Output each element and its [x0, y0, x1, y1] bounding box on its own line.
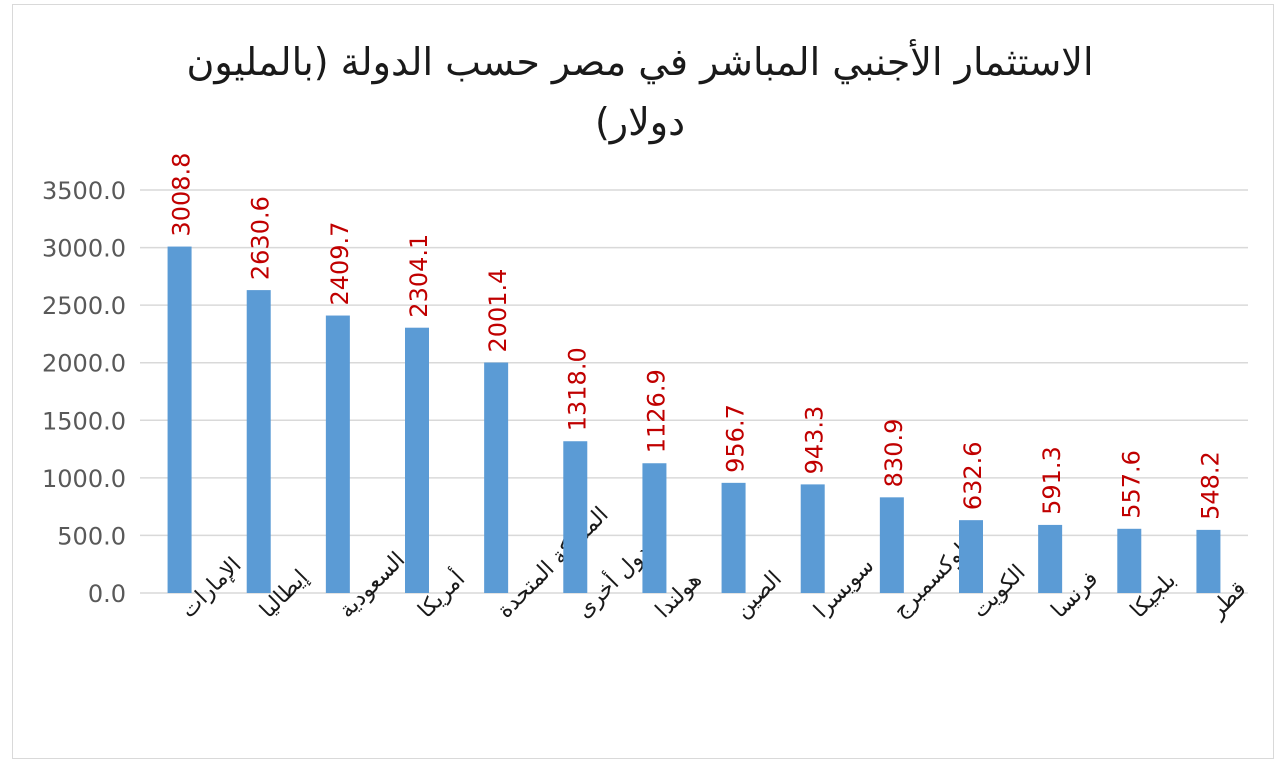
- y-tick-label: 3500.0: [42, 177, 126, 205]
- data-label: 1126.9: [642, 369, 670, 453]
- data-label: 3008.8: [168, 153, 196, 237]
- data-label: 2001.4: [484, 269, 512, 353]
- bar: [246, 290, 271, 593]
- data-label: 2409.7: [326, 222, 354, 306]
- bar: [959, 520, 983, 593]
- chart-frame: [12, 4, 1274, 759]
- y-tick-label: 0.0: [88, 580, 126, 608]
- bar: [879, 497, 904, 593]
- y-tick-label: 1000.0: [42, 465, 126, 493]
- data-label: 632.6: [959, 441, 987, 510]
- y-tick-label: 3000.0: [42, 235, 126, 263]
- data-label: 1318.0: [563, 347, 591, 431]
- bar: [405, 327, 429, 593]
- data-label: 956.7: [722, 404, 750, 473]
- bar: [721, 482, 746, 593]
- data-label: 2630.6: [247, 196, 275, 280]
- chart-title-line-2: دولار): [594, 100, 686, 144]
- bar: [1117, 528, 1142, 593]
- bar: [642, 463, 667, 593]
- data-label: 830.9: [880, 419, 908, 488]
- data-label: 2304.1: [405, 234, 433, 318]
- data-label: 943.3: [801, 406, 829, 475]
- y-tick-label: 1500.0: [42, 407, 126, 435]
- data-label: 591.3: [1038, 446, 1066, 515]
- bar: [563, 441, 588, 593]
- bar: [325, 315, 350, 593]
- y-tick-label: 500.0: [57, 522, 126, 550]
- bar: [484, 362, 509, 593]
- bar: [800, 484, 825, 593]
- bar: [1196, 529, 1221, 593]
- bar: [167, 246, 192, 593]
- chart-title-line-1: الاستثمار الأجنبي المباشر في مصر حسب الد…: [186, 40, 1094, 84]
- y-tick-label: 2000.0: [42, 350, 126, 378]
- bar: [1038, 524, 1063, 593]
- y-tick-label: 2500.0: [42, 292, 126, 320]
- data-label: 557.6: [1117, 450, 1145, 519]
- data-label: 548.2: [1196, 451, 1224, 520]
